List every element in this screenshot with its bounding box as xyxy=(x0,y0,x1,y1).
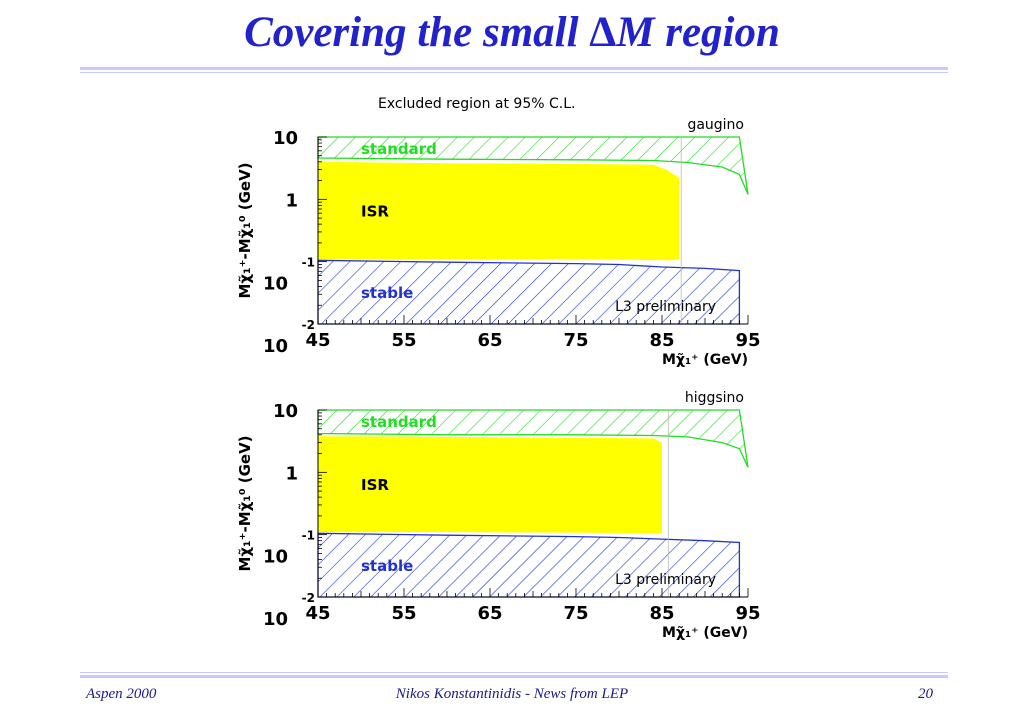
y-tick-label: 1 xyxy=(285,463,298,484)
delta-symbol: Δ xyxy=(589,9,617,56)
y-tick-label: 10 xyxy=(263,274,288,295)
x-tick-label: 65 xyxy=(477,603,502,624)
x-axis-label: Mχ̃₁⁺ (GeV) xyxy=(662,625,748,641)
panel-label: higgsino xyxy=(685,390,744,406)
x-tick-label: 85 xyxy=(649,330,674,351)
footer-divider-thin xyxy=(80,672,948,673)
y-tick-exponent: -2 xyxy=(302,591,315,605)
x-tick-label: 55 xyxy=(391,330,416,351)
x-tick-label: 95 xyxy=(735,330,760,351)
title-divider xyxy=(80,67,948,70)
y-tick-label: 10 xyxy=(263,547,288,568)
footer-page-number: 20 xyxy=(918,686,933,702)
x-tick-label: 75 xyxy=(563,603,588,624)
footer-divider xyxy=(80,675,948,678)
preliminary-annotation: L3 preliminary xyxy=(615,572,716,588)
y-tick-label: 1 xyxy=(285,190,298,211)
gaugino-panel: standard ISR stable 45 55 65 75 85 95 10 -2 10 -1 1 10… xyxy=(236,117,761,368)
y-axis-label: Mχ̃₁⁺-Mχ̃₁⁰ (GeV) xyxy=(236,162,254,298)
region-isr xyxy=(318,161,680,261)
region-label-isr: ISR xyxy=(361,202,389,220)
slide-title: Covering the small ΔM region xyxy=(244,9,780,56)
x-tick-label: 45 xyxy=(305,330,330,351)
y-tick-exponent: -1 xyxy=(302,256,315,270)
x-tick-label: 55 xyxy=(391,603,416,624)
title-divider-thin xyxy=(80,72,948,73)
footer-left: Aspen 2000 xyxy=(86,686,157,702)
region-label-stable: stable xyxy=(361,284,413,302)
y-tick-exponent: -1 xyxy=(302,529,315,543)
y-tick-exponent: -2 xyxy=(302,318,315,332)
region-standard xyxy=(317,136,749,195)
region-label-isr: ISR xyxy=(361,476,389,494)
higgsino-panel: standard ISR stable 45 55 65 75 85 95 10 -2 10 -1 1 10… xyxy=(236,390,761,641)
y-tick-label: 10 xyxy=(263,609,288,630)
region-isr xyxy=(318,436,662,534)
x-tick-label: 65 xyxy=(477,330,502,351)
preliminary-annotation: L3 preliminary xyxy=(615,299,716,315)
y-tick-label: 10 xyxy=(273,128,298,149)
region-label-standard: standard xyxy=(361,413,437,431)
footer-center: Nikos Konstantinidis - News from LEP xyxy=(395,686,629,702)
y-tick-label: 10 xyxy=(273,401,298,422)
x-tick-label: 85 xyxy=(649,603,674,624)
y-axis-label: Mχ̃₁⁺-Mχ̃₁⁰ (GeV) xyxy=(236,435,254,571)
x-tick-label: 45 xyxy=(305,603,330,624)
x-axis-label: Mχ̃₁⁺ (GeV) xyxy=(662,352,748,368)
y-tick-label: 10 xyxy=(263,336,288,357)
panel-label: gaugino xyxy=(687,117,744,133)
x-tick-label: 95 xyxy=(735,603,760,624)
figure-title: Excluded region at 95% C.L. xyxy=(378,96,575,112)
x-tick-label: 75 xyxy=(563,330,588,351)
region-standard xyxy=(317,409,749,468)
region-label-stable: stable xyxy=(361,557,413,575)
region-label-standard: standard xyxy=(361,140,437,158)
